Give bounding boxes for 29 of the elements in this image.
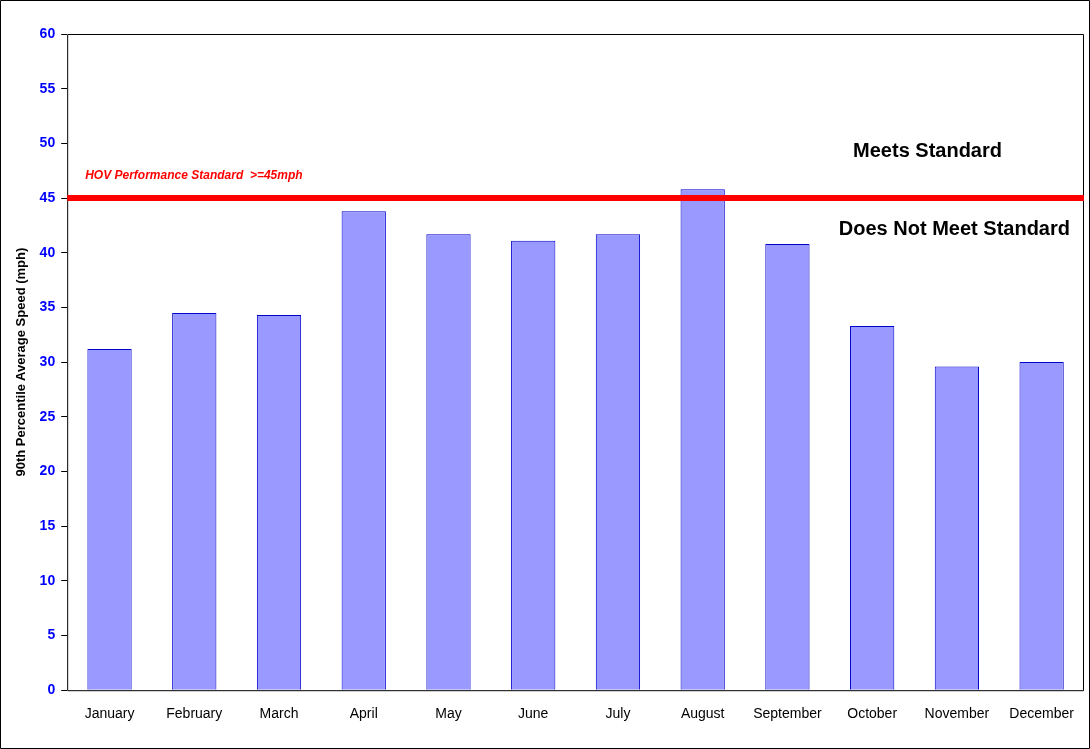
x-tick-label: February xyxy=(166,705,223,722)
x-tick-label: November xyxy=(924,705,990,722)
x-tick-label: June xyxy=(518,705,549,722)
y-tick-label: 30 xyxy=(39,352,56,369)
y-tick-label: 55 xyxy=(39,79,56,96)
y-tick-label: 15 xyxy=(39,517,56,534)
x-tick-label: August xyxy=(680,705,725,722)
y-tick-label: 35 xyxy=(39,298,56,315)
annotation: Does Not Meet Standard xyxy=(838,216,1070,239)
y-tick-label: 60 xyxy=(39,24,56,41)
y-tick-label: 40 xyxy=(39,243,56,260)
y-tick-label: 5 xyxy=(47,626,56,643)
y-tick-label: 10 xyxy=(39,571,56,588)
x-tick-label: May xyxy=(435,705,462,722)
x-tick-label: September xyxy=(753,705,822,722)
y-tick-label: 20 xyxy=(39,462,56,479)
y-tick-label: 50 xyxy=(39,134,56,151)
x-tick-label: July xyxy=(605,705,631,722)
y-tick-label: 45 xyxy=(39,188,56,205)
x-tick-label: March xyxy=(259,705,299,722)
y-tick-label: 25 xyxy=(39,407,56,424)
x-tick-label: December xyxy=(1009,705,1075,722)
x-tick-label: October xyxy=(847,705,898,722)
annotation: Meets Standard xyxy=(853,138,1002,161)
y-tick-label: 0 xyxy=(47,681,56,698)
y-axis-title: 90th Percentile Average Speed (mph) xyxy=(13,247,29,477)
x-tick-label: January xyxy=(84,705,135,722)
ref-line-label: HOV Performance Standard >=45mph xyxy=(85,168,303,183)
x-tick-label: April xyxy=(349,705,378,722)
